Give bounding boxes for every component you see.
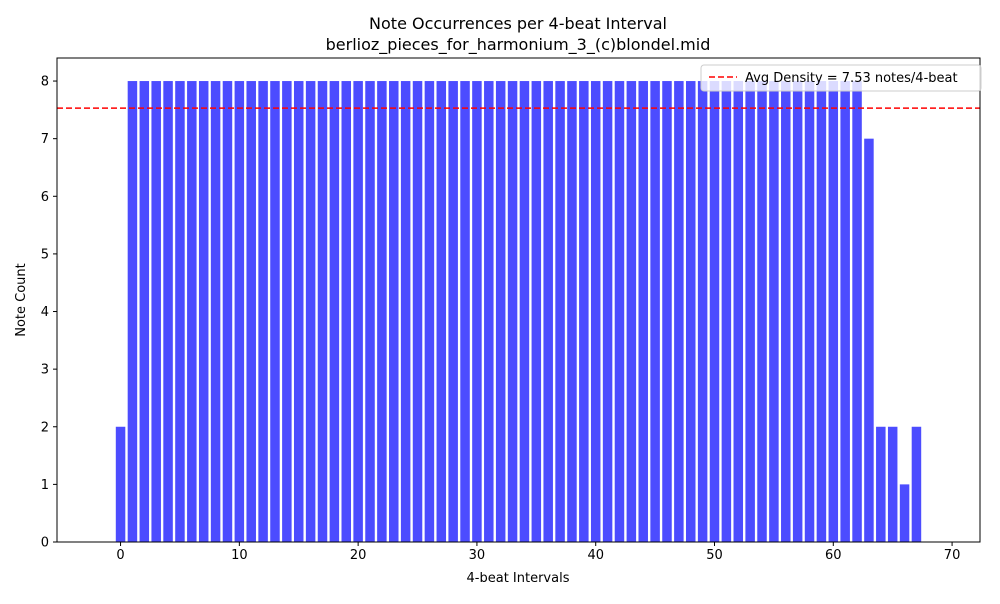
bar: [305, 81, 316, 543]
bar: [697, 81, 708, 543]
y-tick-label: 8: [41, 75, 49, 90]
bar: [424, 81, 435, 543]
bar: [733, 81, 744, 543]
x-tick-label: 30: [469, 548, 486, 563]
bar: [448, 81, 458, 543]
bar: [579, 81, 589, 543]
bar: [341, 81, 352, 543]
bar: [365, 81, 375, 543]
legend: Avg Density = 7.53 notes/4-beat: [700, 64, 982, 92]
bar: [721, 81, 732, 543]
bar: [567, 81, 577, 543]
plot-frame: [56, 57, 981, 543]
bar: [151, 81, 161, 543]
axes-layer: 0 10 20 30 40 50 60 70 0 1 2 3 4 5 6 7 8: [41, 57, 981, 563]
y-tick-label: 5: [41, 247, 49, 262]
bar: [590, 81, 601, 543]
bar: [876, 426, 886, 542]
x-tick-label: 50: [706, 548, 723, 563]
bar: [519, 81, 530, 543]
bar: [400, 81, 411, 543]
x-tick-label: 0: [116, 548, 124, 563]
bar: [662, 81, 672, 543]
bar: [353, 81, 363, 543]
y-tick-label: 7: [41, 132, 49, 147]
x-axis-label: 4-beat Intervals: [467, 571, 570, 586]
bar: [175, 81, 185, 543]
bar: [543, 81, 553, 543]
bar: [412, 81, 423, 543]
x-tick-label: 70: [944, 548, 961, 563]
bar: [389, 81, 399, 543]
bar: [377, 81, 387, 543]
bar: [911, 426, 922, 542]
bar: [792, 81, 803, 543]
bar: [270, 81, 280, 543]
x-tick-label: 40: [587, 548, 604, 563]
bar: [507, 81, 518, 543]
bar: [614, 81, 625, 543]
bar: [781, 81, 791, 543]
bar: [246, 81, 256, 543]
bar: [887, 426, 898, 542]
y-tick-label: 0: [41, 536, 49, 551]
y-tick-label: 3: [41, 363, 49, 378]
bar: [222, 81, 233, 543]
bar: [258, 81, 268, 543]
chart-subtitle: berlioz_pieces_for_harmonium_3_(c)blonde…: [326, 35, 711, 55]
y-tick-label: 4: [41, 305, 49, 320]
bar: [234, 81, 245, 543]
bar: [840, 81, 850, 543]
bar: [282, 81, 292, 543]
y-tick-label: 6: [41, 190, 49, 205]
bar: [531, 81, 542, 543]
bar: [198, 81, 209, 543]
x-tick-label: 20: [350, 548, 367, 563]
bar: [804, 81, 815, 543]
y-tick-label: 1: [41, 478, 49, 493]
bar: [899, 484, 910, 542]
legend-box: [700, 64, 982, 92]
x-tick-label: 60: [825, 548, 842, 563]
bar: [460, 81, 470, 543]
bar: [745, 81, 755, 543]
bar: [210, 81, 221, 543]
bar: [187, 81, 197, 543]
bar: [852, 81, 862, 543]
bar: [127, 81, 138, 543]
bar: [769, 81, 779, 543]
bar: [685, 81, 696, 543]
bar: [115, 426, 126, 542]
chart-title: Note Occurrences per 4-beat Interval: [369, 14, 667, 33]
bar: [317, 81, 328, 543]
y-tick-label: 2: [41, 420, 49, 435]
bar: [602, 81, 613, 543]
y-axis-label: Note Count: [14, 263, 29, 337]
bars-layer: [115, 81, 922, 543]
bar: [626, 81, 637, 543]
bar: [472, 81, 482, 543]
bar: [139, 81, 150, 543]
x-tick-label: 10: [231, 548, 248, 563]
bar: [828, 81, 839, 543]
bar: [674, 81, 684, 543]
bar: [436, 81, 447, 543]
bar: [555, 81, 565, 543]
legend-label: Avg Density = 7.53 notes/4-beat: [745, 71, 958, 86]
bar: [709, 81, 720, 543]
bar: [293, 81, 304, 543]
bar: [163, 81, 173, 543]
bar: [757, 81, 767, 543]
bar: [638, 81, 648, 543]
bar: [816, 81, 827, 543]
bar: [329, 81, 340, 543]
bar: [495, 81, 506, 543]
bar: [650, 81, 660, 543]
bar: [864, 138, 874, 542]
bar: [484, 81, 494, 543]
